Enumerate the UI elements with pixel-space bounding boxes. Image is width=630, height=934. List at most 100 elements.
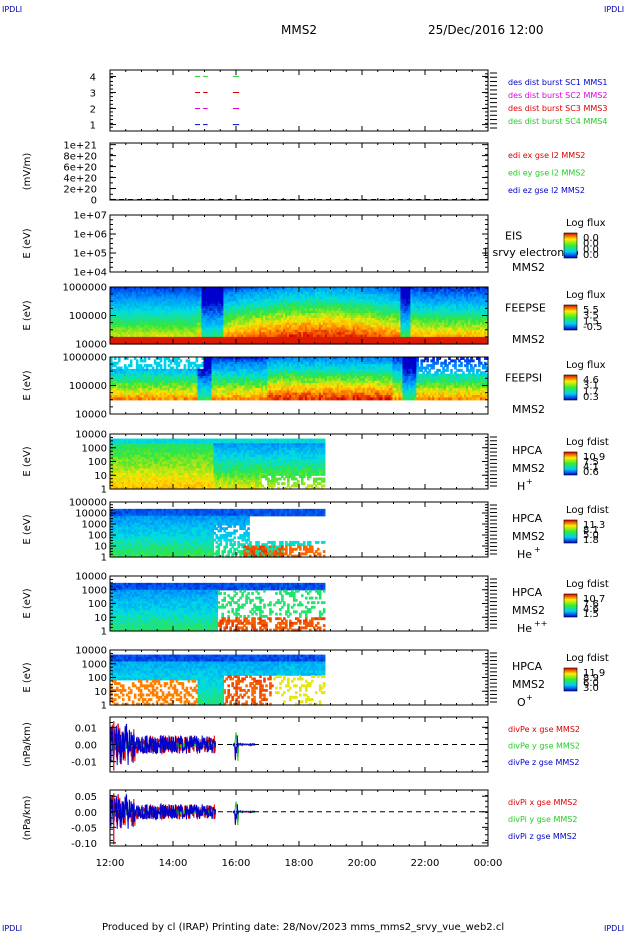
spectrogram-cell (432, 327, 435, 331)
spectrogram-cell (476, 325, 479, 328)
spectrogram-cell (448, 306, 451, 309)
spectrogram-cell (328, 334, 332, 338)
spectrogram-cell (362, 322, 366, 326)
spectrogram-cell (414, 322, 417, 326)
spectrogram-cell (352, 313, 356, 317)
spectrogram-cell (374, 287, 378, 290)
spectrogram-cell (141, 303, 145, 307)
spectrogram-cell (253, 313, 256, 317)
spectrogram-cell (304, 308, 308, 312)
spectrogram-cell (235, 287, 238, 290)
spectrogram-cell (348, 303, 352, 307)
spectrogram-cell (466, 339, 469, 343)
spectrogram-cell (450, 301, 453, 305)
spectrogram-cell (420, 334, 423, 338)
spectrogram-cell (380, 334, 384, 338)
spectrogram-cell (430, 298, 433, 302)
spectrogram-cell (299, 336, 302, 340)
spectrogram-cell (314, 329, 318, 333)
spectrogram-cell (420, 329, 423, 333)
spectrogram-cell (448, 339, 451, 343)
spectrogram-cell (249, 315, 252, 319)
spectrogram-cell (400, 329, 404, 333)
spectrogram-cell (330, 341, 334, 345)
spectrogram-cell (472, 332, 475, 336)
spectrogram-cell (185, 317, 189, 321)
spectrogram-cell (207, 294, 211, 298)
spectrogram-cell (316, 287, 320, 290)
spectrogram-cell (195, 336, 199, 340)
spectrogram-cell (293, 327, 296, 331)
spectrogram-cell (193, 289, 197, 293)
spectrogram-cell (304, 341, 308, 345)
spectrogram-cell (368, 301, 372, 305)
spectrogram-cell (456, 334, 459, 338)
spectrogram-cell (141, 296, 145, 300)
spectrogram-cell (414, 339, 417, 343)
spectrogram-cell (229, 341, 232, 345)
spectrogram-cell (191, 308, 195, 312)
spectrogram-cell (328, 327, 332, 331)
spectrogram-cell (157, 289, 161, 293)
spectrogram-cell (398, 322, 402, 326)
spectrogram-cell (119, 332, 123, 336)
spectrogram-cell (304, 294, 308, 298)
spectrogram-cell (123, 313, 127, 317)
spectrogram-cell (338, 339, 342, 343)
spectrogram-cell (123, 310, 127, 314)
spectrogram-cell (380, 306, 384, 309)
spectrogram-cell (131, 308, 135, 312)
spectrogram-cell (456, 303, 459, 307)
spectrogram-cell (394, 289, 398, 293)
spectrogram-cell (175, 287, 179, 290)
spectrogram-cell (416, 296, 419, 300)
spectrogram-cell (227, 332, 230, 336)
spectrogram-cell (392, 329, 396, 333)
spectrogram-cell (422, 301, 425, 305)
spectrogram-cell (189, 308, 193, 312)
spectrogram-cell (141, 334, 145, 338)
spectrogram-cell (452, 303, 455, 307)
spectrogram-cell (396, 294, 400, 298)
spectrogram-cell (235, 336, 238, 340)
spectrogram-cell (157, 291, 161, 295)
spectrogram-cell (458, 341, 461, 345)
spectrogram-cell (322, 306, 326, 309)
spectrogram-cell (163, 306, 167, 309)
spectrogram-cell (277, 313, 280, 317)
spectrogram-cell (223, 294, 226, 298)
spectrogram-cell (472, 310, 475, 314)
spectrogram-cell (293, 334, 296, 338)
spectrogram-cell (163, 339, 167, 343)
spectrogram-cell (265, 315, 268, 319)
spectrogram-cell (364, 294, 368, 298)
spectrogram-cell (119, 308, 123, 312)
spectrogram-cell (416, 317, 419, 321)
spectrogram-cell (155, 303, 159, 307)
spectrogram-cell (372, 332, 376, 336)
spectrogram-cell (380, 325, 384, 328)
spectrogram-cell (326, 308, 330, 312)
spectrogram-cell (139, 291, 143, 295)
spectrogram-cell (263, 296, 266, 300)
spectrogram-cell (378, 332, 382, 336)
spectrogram-cell (195, 325, 199, 328)
spectrogram-cell (368, 294, 372, 298)
spectrogram-cell (314, 310, 318, 314)
spectrogram-cell (195, 296, 199, 300)
spectrogram-cell (277, 308, 280, 312)
spectrogram-cell (322, 301, 326, 305)
spectrogram-cell (129, 315, 133, 319)
spectrogram-cell (372, 308, 376, 312)
spectrogram-cell (153, 317, 157, 321)
spectrogram-cell (444, 289, 447, 293)
spectrogram-cell (382, 310, 386, 314)
spectrogram-cell (442, 308, 445, 312)
spectrogram-cell (300, 306, 304, 309)
spectrogram-cell (402, 287, 406, 290)
spectrogram-cell (354, 322, 358, 326)
spectrogram-cell (316, 294, 320, 298)
spectrogram-cell (462, 334, 465, 338)
spectrogram-cell (167, 310, 171, 314)
spectrogram-cell (119, 341, 123, 345)
